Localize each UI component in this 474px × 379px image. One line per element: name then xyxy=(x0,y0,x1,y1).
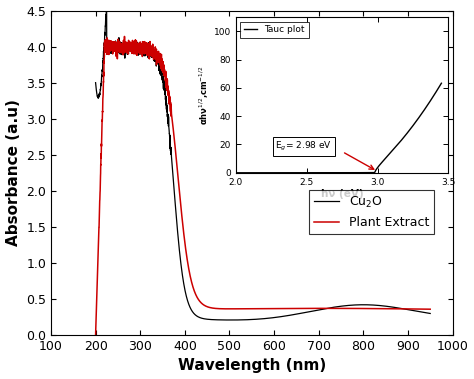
Cu$_2$O xyxy=(385,304,391,309)
Cu$_2$O xyxy=(151,51,156,56)
Y-axis label: Absorbance (a.u): Absorbance (a.u) xyxy=(6,99,20,246)
Plant Extract xyxy=(93,333,99,337)
Cu$_2$O xyxy=(228,318,234,322)
Cu$_2$O xyxy=(236,318,241,322)
Cu$_2$O xyxy=(131,48,137,53)
Plant Extract xyxy=(385,307,391,311)
X-axis label: Wavelength (nm): Wavelength (nm) xyxy=(178,359,326,373)
Plant Extract xyxy=(236,307,241,311)
Cu$_2$O xyxy=(103,8,109,13)
Plant Extract xyxy=(428,307,433,312)
Cu$_2$O xyxy=(421,310,427,315)
Plant Extract xyxy=(221,307,227,311)
Line: Plant Extract: Plant Extract xyxy=(96,36,430,335)
Cu$_2$O xyxy=(221,318,227,322)
Plant Extract xyxy=(151,52,156,57)
Cu$_2$O xyxy=(428,311,433,316)
Plant Extract xyxy=(421,307,427,312)
Plant Extract xyxy=(122,34,128,39)
Cu$_2$O xyxy=(93,80,99,85)
Line: Cu$_2$O: Cu$_2$O xyxy=(96,11,430,320)
Plant Extract xyxy=(131,46,137,51)
Legend: Cu$_2$O, Plant Extract: Cu$_2$O, Plant Extract xyxy=(309,190,434,234)
